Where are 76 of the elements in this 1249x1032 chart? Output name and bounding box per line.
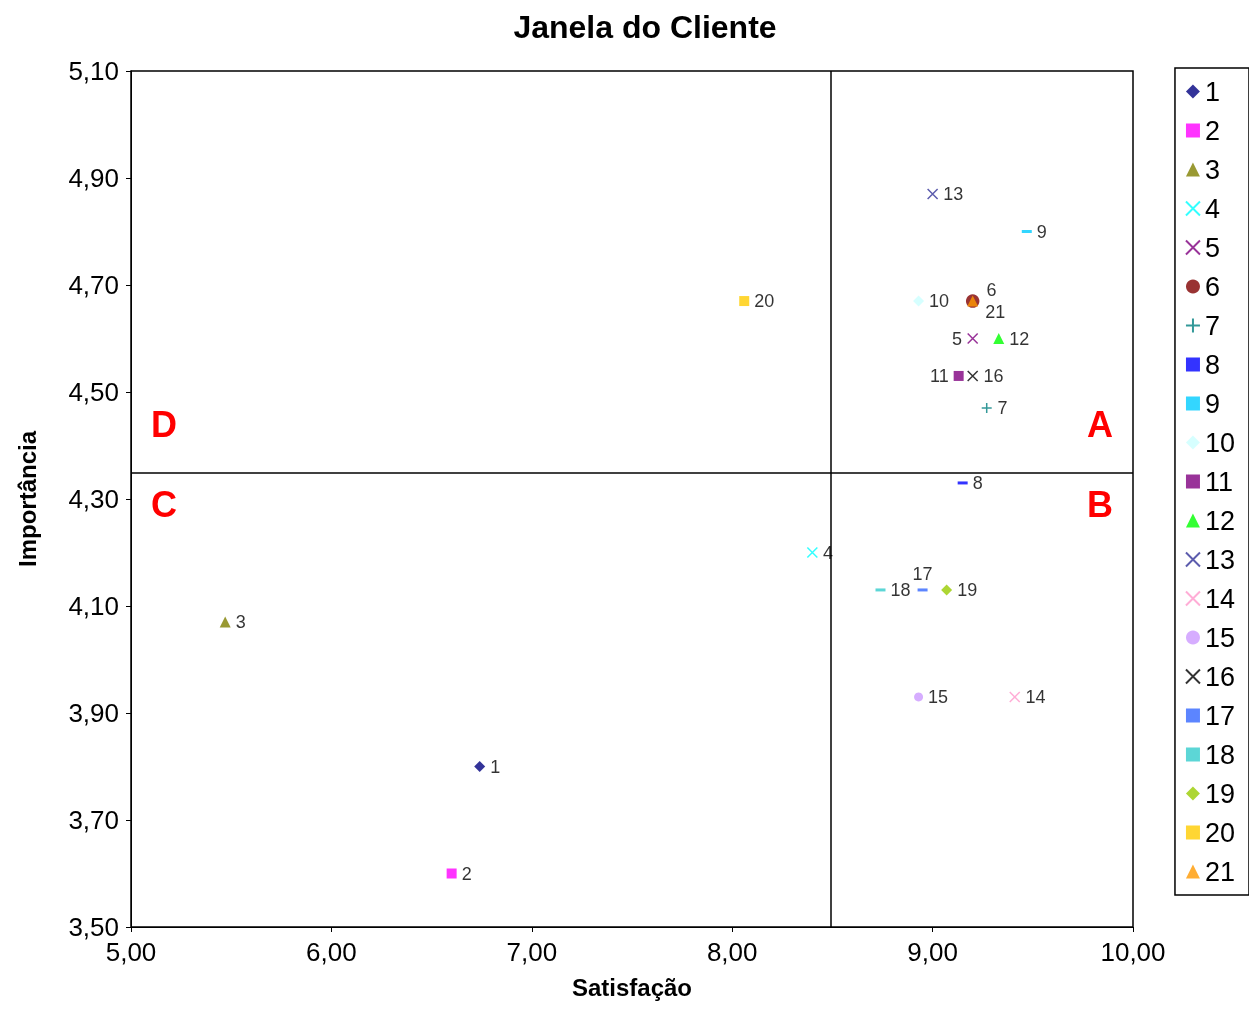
point bbox=[219, 616, 231, 628]
legend-label: 4 bbox=[1204, 193, 1220, 224]
text: 7 bbox=[997, 398, 1008, 419]
text: 15 bbox=[928, 686, 949, 707]
point bbox=[926, 188, 939, 200]
legend-label: 3 bbox=[1204, 154, 1220, 185]
point bbox=[913, 295, 925, 307]
text: 5 bbox=[951, 328, 962, 349]
legend-label: 1 bbox=[1204, 76, 1220, 107]
point bbox=[806, 546, 819, 559]
y-tick-label: 3,70 bbox=[68, 805, 119, 835]
legend-label: 17 bbox=[1204, 700, 1236, 731]
text: 1 bbox=[490, 756, 501, 777]
chart-title: Janela do Cliente bbox=[513, 9, 777, 45]
text: 21 bbox=[985, 302, 1006, 323]
text: 18 bbox=[890, 579, 911, 600]
legend-label: 11 bbox=[1204, 466, 1233, 497]
text: 11 bbox=[929, 365, 949, 386]
legend-label: 21 bbox=[1204, 856, 1236, 887]
y-tick-label: 4,30 bbox=[68, 484, 119, 514]
legend-label: 6 bbox=[1204, 271, 1220, 302]
text: 17 bbox=[912, 564, 933, 585]
y-tick-label: 4,90 bbox=[68, 163, 119, 193]
text: 10 bbox=[929, 291, 950, 312]
text: 6 bbox=[986, 280, 997, 301]
legend-label: 16 bbox=[1204, 661, 1236, 692]
point bbox=[966, 370, 979, 382]
x-axis-title: Satisfação bbox=[571, 973, 693, 1001]
point bbox=[914, 692, 924, 702]
legend-label: 13 bbox=[1204, 544, 1236, 575]
text: 8 bbox=[972, 472, 983, 493]
annotation: B bbox=[1087, 483, 1113, 525]
point bbox=[1009, 691, 1021, 703]
legend-label: 5 bbox=[1204, 232, 1220, 263]
point bbox=[446, 868, 457, 879]
y-tick-label: 3,90 bbox=[68, 698, 119, 728]
legend-label: 9 bbox=[1204, 388, 1220, 419]
legend-label: 20 bbox=[1204, 817, 1236, 848]
legend-label: 15 bbox=[1204, 622, 1236, 653]
text: 2 bbox=[461, 863, 472, 884]
text: 3 bbox=[235, 612, 246, 633]
legend-label: 12 bbox=[1204, 505, 1236, 536]
legend-label: 8 bbox=[1204, 349, 1220, 380]
legend-label: 18 bbox=[1204, 739, 1236, 770]
point bbox=[474, 761, 486, 772]
y-tick-label: 4,50 bbox=[68, 377, 119, 407]
annotation: C bbox=[151, 483, 177, 525]
text: 13 bbox=[943, 184, 964, 205]
text: 19 bbox=[957, 579, 978, 600]
x-tick-label: 8,00 bbox=[706, 937, 758, 967]
point bbox=[739, 296, 750, 307]
point bbox=[941, 584, 953, 596]
point bbox=[980, 402, 993, 414]
x-tick-label: 9,00 bbox=[907, 937, 958, 967]
point bbox=[966, 332, 979, 345]
y-tick-label: 4,10 bbox=[68, 591, 119, 621]
legend-label: 7 bbox=[1204, 310, 1220, 341]
legend-label: 10 bbox=[1204, 427, 1236, 458]
legend-label: 2 bbox=[1204, 115, 1220, 146]
x-tick-label: 10,00 bbox=[1100, 937, 1166, 967]
text: 9 bbox=[1036, 221, 1047, 242]
legend-label: 19 bbox=[1204, 778, 1236, 809]
text: 20 bbox=[754, 291, 775, 312]
annotation: D bbox=[151, 403, 177, 445]
text: 12 bbox=[1009, 328, 1030, 349]
x-tick-label: 7,00 bbox=[506, 937, 558, 967]
y-tick-label: 4,70 bbox=[68, 270, 119, 300]
y-tick-label: 5,10 bbox=[68, 56, 119, 86]
point bbox=[993, 333, 1005, 344]
y-axis-title: Importância bbox=[13, 430, 41, 568]
annotation: A bbox=[1087, 403, 1113, 445]
text: 16 bbox=[983, 365, 1004, 386]
text: 14 bbox=[1025, 686, 1046, 707]
x-tick-label: 6,00 bbox=[306, 937, 357, 967]
legend-label: 14 bbox=[1204, 583, 1236, 614]
point bbox=[953, 370, 964, 381]
